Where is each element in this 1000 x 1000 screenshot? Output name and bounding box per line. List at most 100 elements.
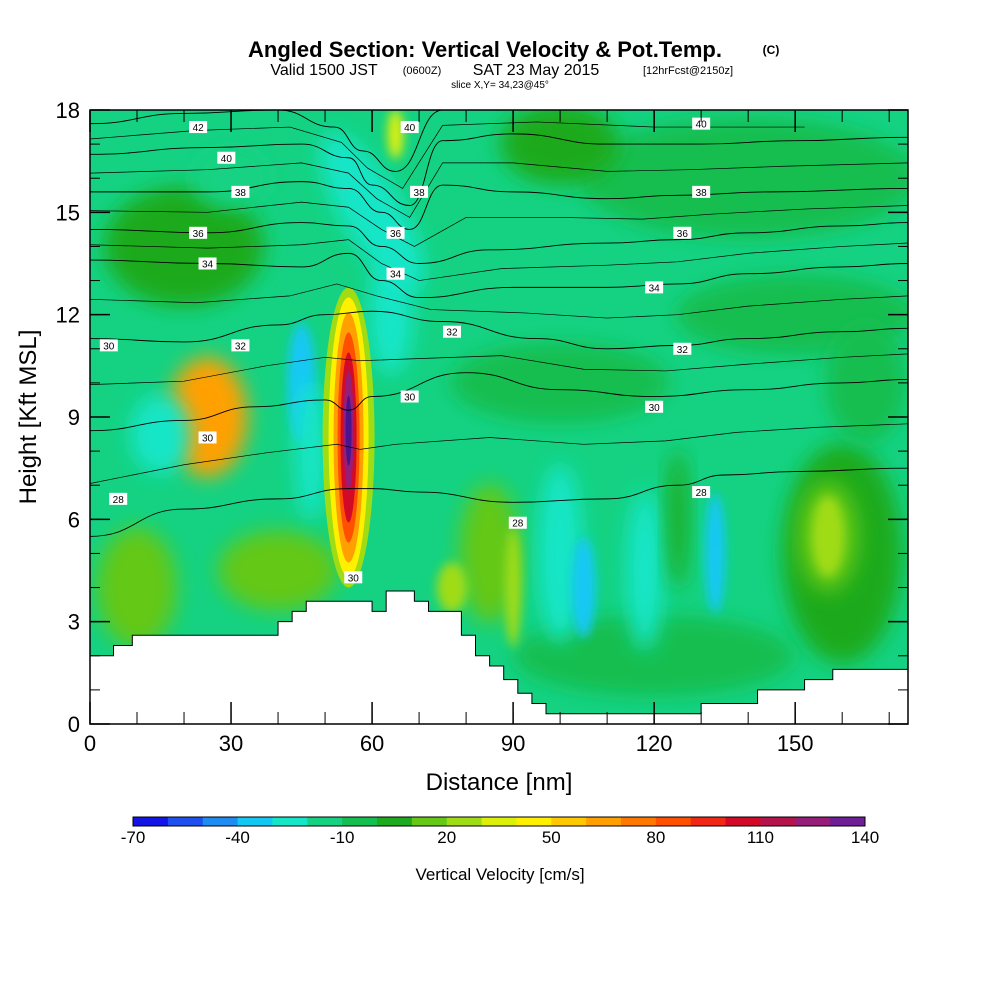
colorbar-swatch bbox=[795, 817, 831, 826]
field-blob bbox=[505, 527, 522, 648]
y-tick-label: 0 bbox=[68, 712, 80, 737]
contour-label-text: 34 bbox=[649, 283, 661, 294]
contour-label-text: 40 bbox=[696, 120, 708, 131]
contour-label-text: 40 bbox=[404, 123, 416, 134]
colorbar-swatch bbox=[377, 817, 413, 826]
contour-label-box bbox=[386, 226, 405, 239]
contour-label-box bbox=[442, 325, 461, 338]
x-axis-ticks: 0 30 60 90 120 150 bbox=[84, 110, 890, 756]
contour-label-box bbox=[673, 342, 692, 355]
colorbar-tick-label: 140 bbox=[851, 828, 879, 847]
contour-label-text: 28 bbox=[512, 519, 524, 530]
field-blob bbox=[500, 110, 621, 185]
contour-label-box bbox=[645, 400, 664, 413]
contour-label-box bbox=[692, 117, 711, 130]
contour-label-box bbox=[508, 516, 527, 529]
contour-label-text: 30 bbox=[202, 433, 214, 444]
y-tick-label: 18 bbox=[56, 98, 80, 123]
colorbar-swatch bbox=[760, 817, 796, 826]
colorbar-tick-label: -10 bbox=[330, 828, 355, 847]
chart-title: Angled Section: Vertical Velocity & Pot.… bbox=[248, 37, 722, 62]
colorbar-tick-label: 20 bbox=[437, 828, 456, 847]
contour-label-text: 30 bbox=[348, 573, 360, 584]
y-axis-label: Height [Kft MSL] bbox=[15, 330, 42, 505]
colorbar-swatch bbox=[202, 817, 239, 826]
field-blob bbox=[459, 483, 520, 624]
contour-label: 38 bbox=[692, 185, 711, 199]
valid-time: Valid 1500 JST bbox=[270, 62, 378, 79]
x-tick-label: 0 bbox=[84, 731, 96, 756]
x-axis-label: Distance [nm] bbox=[426, 769, 573, 796]
contour-label: 30 bbox=[645, 400, 664, 414]
field-blob bbox=[538, 463, 583, 644]
theta-contour-30 bbox=[90, 372, 908, 432]
contour-label-text: 28 bbox=[113, 495, 125, 506]
colorbar-tick-label: 50 bbox=[542, 828, 561, 847]
theta-contour-40 bbox=[90, 133, 908, 206]
terrain bbox=[90, 590, 908, 724]
contour-label: 32 bbox=[673, 342, 692, 356]
contour-label-box bbox=[400, 121, 419, 134]
contour-label-box bbox=[692, 185, 711, 198]
contour-label-text: 38 bbox=[414, 188, 426, 199]
field-blob bbox=[436, 562, 467, 613]
colorbar-swatch bbox=[516, 817, 552, 826]
field-blob bbox=[571, 537, 596, 638]
contour-label-text: 34 bbox=[390, 270, 402, 281]
contour-label-box bbox=[198, 257, 217, 270]
contour-label-text: 30 bbox=[404, 393, 416, 404]
field-blob bbox=[387, 110, 404, 159]
contour-label: 34 bbox=[645, 281, 664, 294]
x-tick-label: 150 bbox=[777, 731, 814, 756]
theta-contour-intermediate bbox=[90, 283, 908, 319]
contour-label-text: 30 bbox=[649, 403, 661, 414]
colorbar-swatch bbox=[481, 817, 517, 826]
colorbar-swatch bbox=[411, 817, 448, 826]
x-tick-label: 30 bbox=[219, 731, 243, 756]
plot-area: 42 40 38 36 34 30 32 30 28 40 38 36 34 32 30 28 30 40 38 36… bbox=[90, 110, 908, 724]
colorbar-swatch bbox=[621, 817, 657, 826]
contour-label-box bbox=[673, 226, 692, 239]
contour-label: 34 bbox=[386, 267, 405, 281]
contour-label-box bbox=[692, 486, 711, 499]
updraft-core bbox=[345, 395, 352, 466]
colorbar-swatch bbox=[167, 817, 204, 826]
contour-label: 28 bbox=[508, 516, 527, 530]
contour-label-box bbox=[344, 571, 363, 584]
contour-label-box bbox=[386, 267, 405, 280]
field-blob bbox=[191, 148, 272, 209]
colorbar-tick-label: 80 bbox=[646, 828, 665, 847]
forecast-info: [12hrFcst@2150z] bbox=[643, 65, 733, 77]
contour-label: 40 bbox=[692, 117, 711, 131]
contour-label: 34 bbox=[198, 257, 217, 271]
contour-label: 32 bbox=[442, 325, 461, 339]
y-tick-label: 9 bbox=[68, 405, 80, 430]
theta-contours bbox=[90, 110, 908, 537]
colorbar-swatch bbox=[272, 817, 308, 826]
contour-label-text: 28 bbox=[696, 488, 708, 499]
contour-label-box bbox=[217, 151, 236, 164]
field-blob bbox=[218, 530, 339, 611]
contour-label-text: 40 bbox=[221, 154, 233, 165]
colorbar-swatch bbox=[690, 817, 727, 826]
contour-label: 36 bbox=[189, 226, 208, 240]
theta-contour-intermediate bbox=[90, 353, 908, 385]
valid-date: SAT 23 May 2015 bbox=[473, 62, 600, 79]
contour-label-box bbox=[645, 281, 664, 294]
contour-label: 28 bbox=[109, 492, 128, 506]
contour-label-box bbox=[198, 431, 217, 444]
contour-label: 36 bbox=[673, 226, 692, 240]
field-blob bbox=[667, 449, 688, 590]
field-blob bbox=[825, 322, 906, 443]
slice-info: slice X,Y= 34,23@45° bbox=[451, 80, 549, 91]
colorbar-swatch bbox=[655, 817, 692, 826]
colorbar-tick-label: 110 bbox=[747, 828, 774, 847]
contour-label-text: 30 bbox=[103, 341, 115, 352]
field-blob bbox=[626, 490, 663, 651]
contour-label-text: 32 bbox=[235, 341, 247, 352]
theta-contour-36 bbox=[90, 222, 908, 264]
contour-label-text: 32 bbox=[446, 328, 458, 339]
y-tick-label: 15 bbox=[56, 200, 80, 225]
contour-label: 30 bbox=[344, 571, 363, 584]
x-tick-label: 90 bbox=[501, 731, 525, 756]
